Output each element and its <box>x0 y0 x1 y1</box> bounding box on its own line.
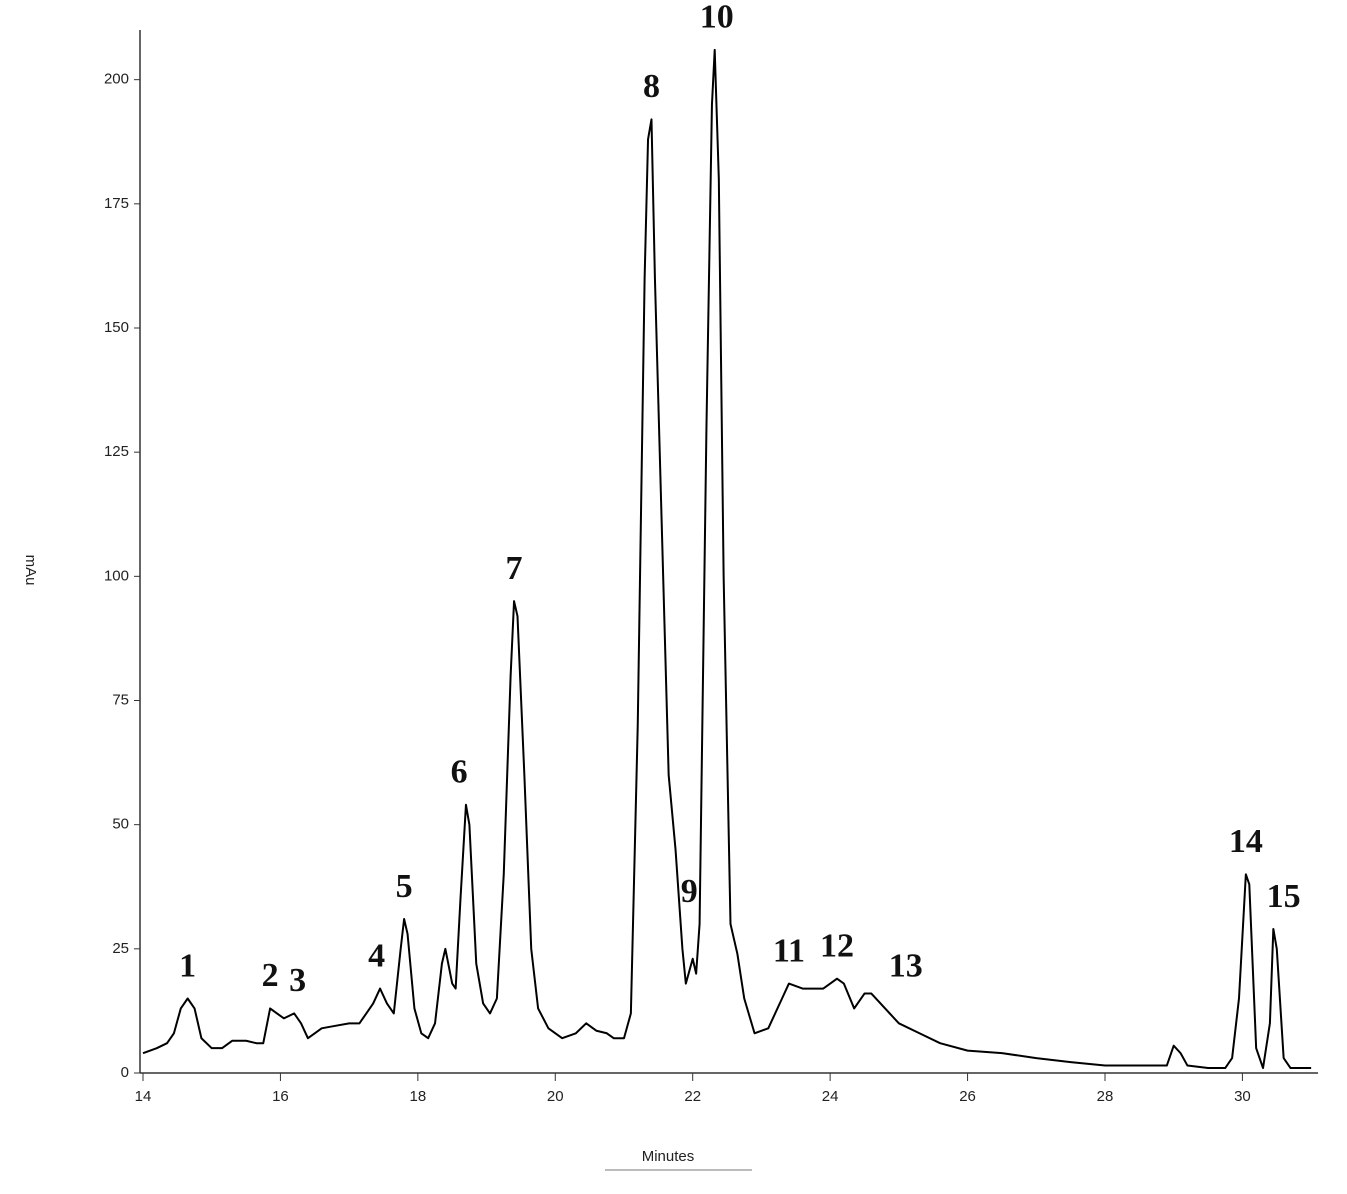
peak-label: 5 <box>396 868 413 905</box>
y-tick-label: 75 <box>112 691 129 708</box>
peak-label: 2 <box>262 957 279 994</box>
x-tick-label: 30 <box>1234 1088 1251 1105</box>
x-tick-label: 18 <box>410 1088 427 1105</box>
y-tick-label: 125 <box>104 443 129 460</box>
peak-label: 10 <box>700 0 734 36</box>
chromatogram-line <box>142 48 1312 1070</box>
peak-label: 13 <box>889 947 923 984</box>
peak-label: 14 <box>1229 823 1263 860</box>
x-tick-label: 26 <box>959 1088 976 1105</box>
peak-label: 6 <box>451 754 468 791</box>
x-tick-label: 14 <box>135 1088 152 1105</box>
peak-label: 3 <box>289 962 306 999</box>
peak-label: 12 <box>820 927 854 964</box>
x-tick-label: 20 <box>547 1088 564 1105</box>
peak-label: 8 <box>643 68 660 105</box>
y-tick-label: 25 <box>112 940 129 957</box>
x-tick-label: 22 <box>684 1088 701 1105</box>
x-tick-label: 24 <box>822 1088 839 1105</box>
peak-label: 7 <box>506 550 523 587</box>
y-tick-label: 0 <box>121 1064 129 1081</box>
peak-label: 15 <box>1267 878 1301 915</box>
x-tick-label: 16 <box>272 1088 289 1105</box>
y-axis-label: mAu <box>22 555 39 586</box>
x-axis-label: Minutes <box>642 1148 695 1165</box>
peak-label: 9 <box>681 873 698 910</box>
peak-label: 11 <box>773 932 805 969</box>
y-tick-label: 100 <box>104 567 129 584</box>
y-tick-label: 50 <box>112 816 129 833</box>
y-tick-label: 150 <box>104 319 129 336</box>
peak-label: 4 <box>368 937 385 974</box>
y-tick-label: 200 <box>104 71 129 88</box>
y-tick-label: 175 <box>104 195 129 212</box>
x-tick-label: 28 <box>1097 1088 1114 1105</box>
peak-label: 1 <box>179 947 196 984</box>
